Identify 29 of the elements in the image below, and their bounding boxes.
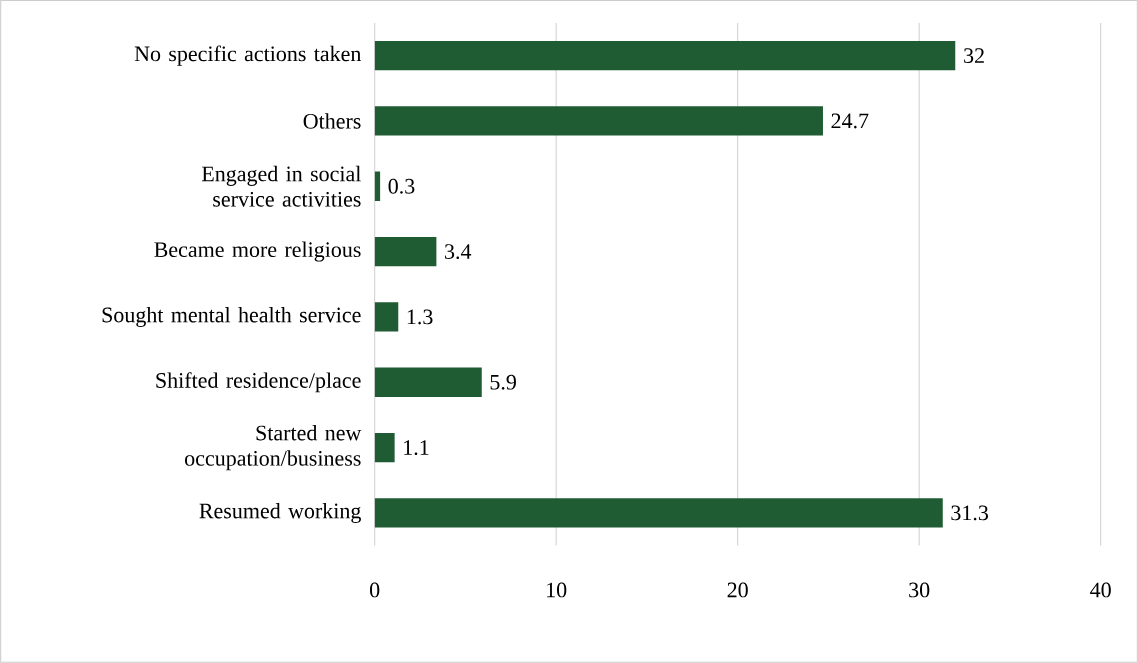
data-label: 31.3 bbox=[951, 505, 988, 521]
data-label: 24.7 bbox=[831, 113, 869, 129]
y-tick-label: No specific actions taken bbox=[134, 45, 362, 66]
x-tick-label: 10 bbox=[547, 582, 567, 598]
y-tick-label: Became more religious bbox=[154, 241, 361, 262]
y-tick-label: Resumed working bbox=[199, 502, 361, 523]
bar bbox=[374, 302, 399, 332]
x-tick-label: 30 bbox=[909, 582, 930, 598]
bar bbox=[374, 432, 395, 463]
data-label: 32 bbox=[964, 48, 984, 64]
data-label: 1.1 bbox=[404, 440, 429, 456]
data-label: 5.9 bbox=[490, 374, 516, 390]
x-tick-label: 40 bbox=[1090, 582, 1111, 598]
data-label: 3.4 bbox=[445, 244, 472, 260]
data-label: 0.3 bbox=[388, 178, 415, 194]
bar bbox=[374, 106, 823, 136]
bar bbox=[374, 40, 956, 71]
bar bbox=[374, 236, 437, 267]
y-tick-label: Started new occupation/business bbox=[185, 424, 362, 471]
y-tick-label: Others bbox=[303, 113, 361, 129]
x-tick-label: 0 bbox=[370, 582, 380, 598]
y-tick-label: Shifted residence/place bbox=[156, 372, 361, 393]
y-tick-label: Sought mental health service bbox=[102, 306, 361, 327]
bar bbox=[374, 498, 943, 528]
x-tick-label: 20 bbox=[727, 582, 748, 598]
bar bbox=[374, 171, 381, 201]
bar bbox=[374, 367, 482, 397]
y-tick-label: Engaged in social service activities bbox=[201, 165, 361, 207]
data-label: 1.3 bbox=[407, 309, 433, 325]
